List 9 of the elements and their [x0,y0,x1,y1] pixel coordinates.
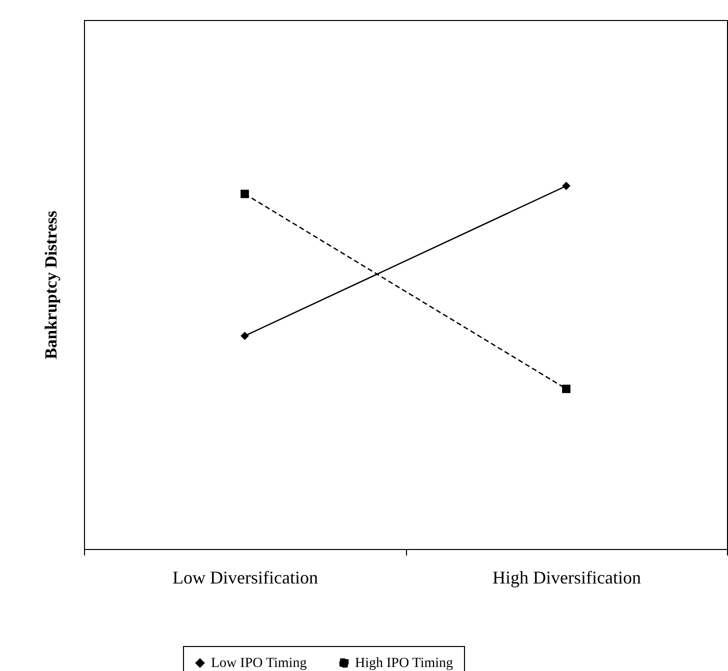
x-tick-label: Low Diversification [172,568,318,588]
legend-label: Low IPO Timing [211,656,307,671]
point [562,384,570,394]
point [240,190,249,198]
point [562,182,570,190]
point [240,332,249,340]
legend-label: High IPO Timing [355,656,454,671]
x-tick-label: High Diversification [492,568,641,588]
y-axis-title: Bankruptcy Distress [42,210,60,360]
